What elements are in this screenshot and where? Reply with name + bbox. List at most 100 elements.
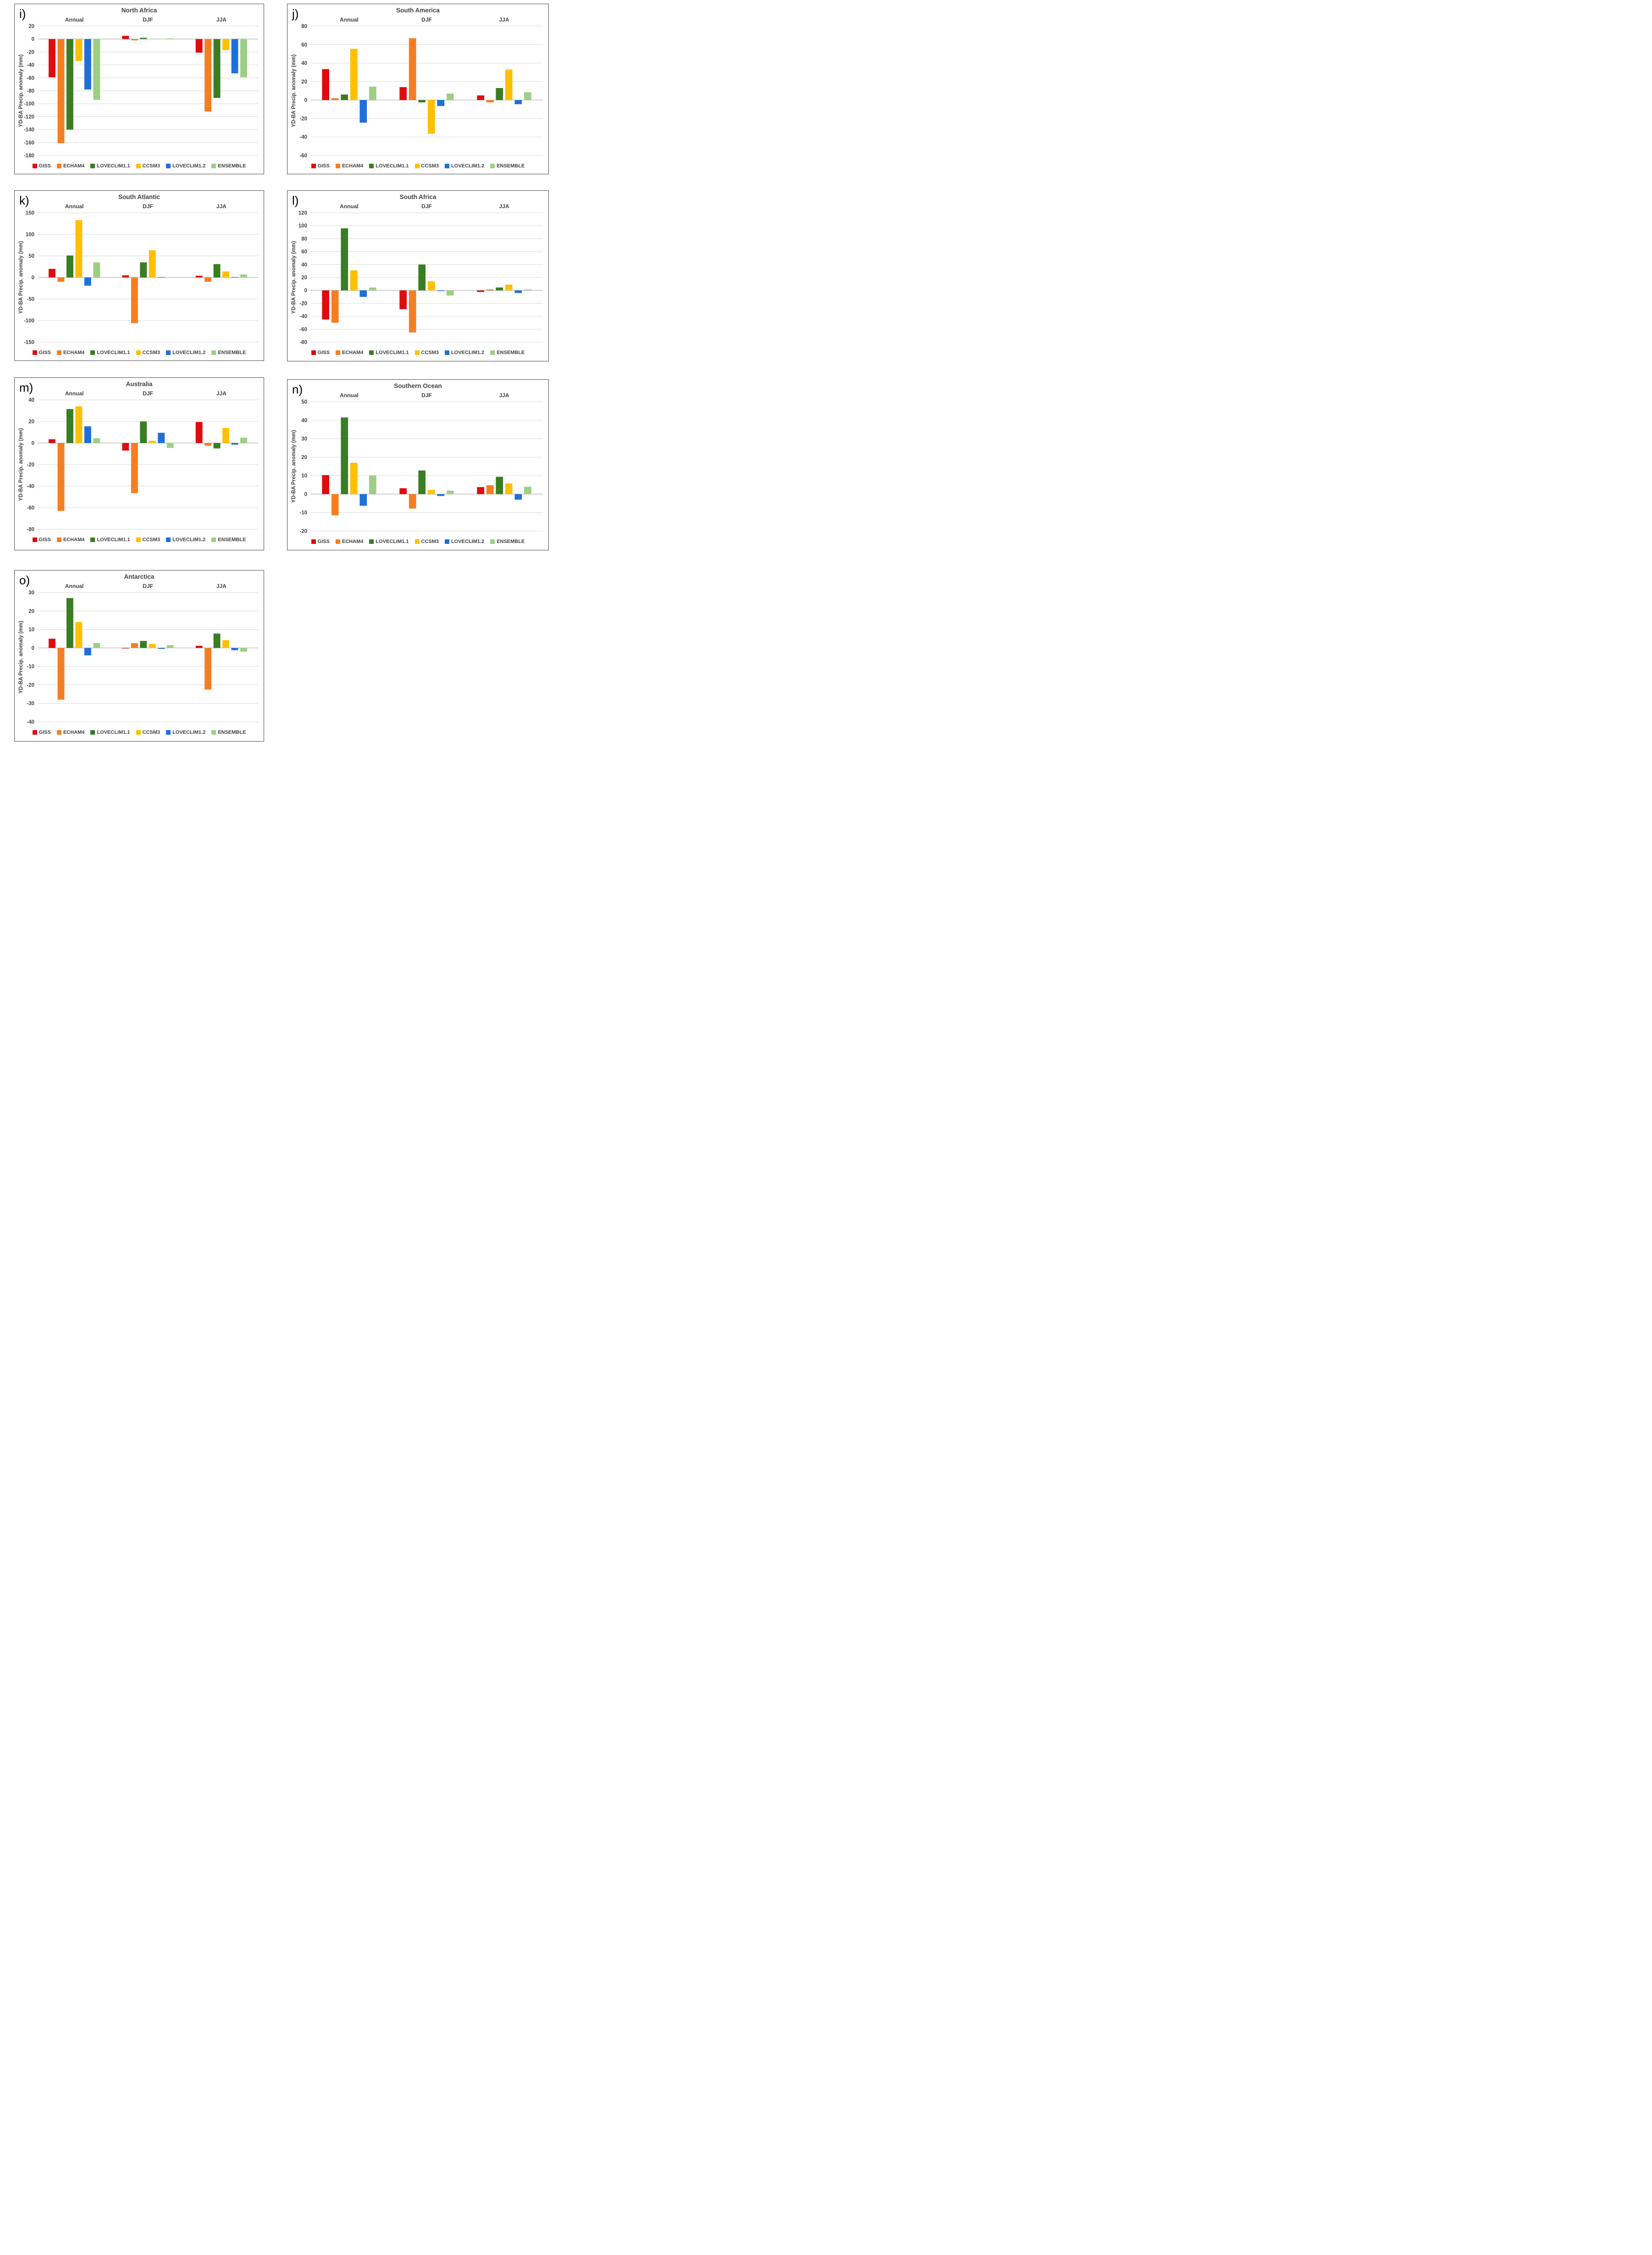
- bar-ensemble-annual: [93, 438, 100, 443]
- y-tick-label: 120: [298, 211, 307, 216]
- y-tick-label: 10: [301, 473, 307, 479]
- legend-item-loveclim1.2: LOVECLIM1.2: [445, 539, 484, 544]
- y-axis-label: YD-BA Precip. anomaly (mm): [291, 54, 297, 127]
- y-tick-label: 40: [301, 61, 307, 66]
- legend-item-loveclim1.1: LOVECLIM1.1: [90, 350, 130, 355]
- bar-echam4-djf: [409, 290, 416, 332]
- bar-echam4-djf: [131, 277, 138, 323]
- bar-loveclim1.1-djf: [418, 100, 426, 103]
- y-tick-label: 30: [301, 437, 307, 442]
- bar-ensemble-jja: [524, 487, 531, 494]
- panel-m-australia: m) Australia 40 20 0 -20 -40 -60 -80 YD-BA Precip…: [14, 377, 264, 550]
- bar-giss-annual: [49, 439, 55, 443]
- bar-ccsm3-jja: [222, 39, 229, 50]
- bar-loveclim1.1-jja: [496, 476, 503, 494]
- bar-loveclim1.1-djf: [140, 262, 147, 277]
- legend-label: GISS: [317, 350, 330, 355]
- y-tick-label: -60: [27, 76, 34, 81]
- legend-swatch-icon: [90, 164, 95, 168]
- legend-swatch-icon: [136, 537, 141, 542]
- legend-label: LOVECLIM1.1: [97, 163, 130, 169]
- legend-label: CCSM3: [421, 163, 439, 169]
- panel-title: Southern Ocean: [394, 382, 442, 389]
- legend-label: ECHAM4: [63, 350, 85, 355]
- legend-swatch-icon: [369, 350, 374, 355]
- y-tick-label: -50: [27, 297, 34, 302]
- legend-label: CCSM3: [142, 350, 160, 355]
- panel-letter: l): [292, 194, 299, 207]
- legend-label: ECHAM4: [342, 539, 364, 544]
- legend-item-loveclim1.1: LOVECLIM1.1: [90, 730, 130, 735]
- legend-item-giss: GISS: [32, 537, 51, 543]
- legend-item-ensemble: ENSEMBLE: [211, 163, 246, 169]
- bar-echam4-jja: [486, 485, 494, 494]
- y-axis-label: YD-BA Precip. anomaly (mm): [291, 430, 297, 503]
- legend-swatch-icon: [136, 164, 141, 168]
- bar-giss-jja: [195, 422, 203, 443]
- legend-swatch-icon: [369, 164, 374, 168]
- y-tick-label: 30: [28, 590, 34, 596]
- group-label-djf: DJF: [421, 392, 432, 399]
- panel-letter: n): [292, 382, 303, 396]
- legend-label: LOVECLIM1.2: [172, 350, 206, 355]
- legend-swatch-icon: [136, 730, 141, 735]
- bar-echam4-djf: [409, 494, 416, 509]
- legend-item-ensemble: ENSEMBLE: [211, 537, 246, 543]
- bar-echam4-annual: [57, 648, 65, 700]
- legend-label: LOVECLIM1.1: [376, 539, 409, 544]
- legend-label: GISS: [317, 163, 330, 169]
- bar-loveclim1.1-annual: [66, 255, 73, 277]
- y-tick-label: -40: [299, 314, 307, 320]
- bar-loveclim1.2-djf: [437, 494, 445, 496]
- bar-chart-l: 120 100 80 60 40 20 0 -20 -40 -60 -80 YD-BA Precip.…: [291, 203, 543, 345]
- legend-label: CCSM3: [421, 539, 439, 544]
- legend-item-ccsm3: CCSM3: [136, 537, 160, 543]
- bar-loveclim1.1-annual: [66, 39, 73, 130]
- y-tick-label: 50: [28, 254, 34, 259]
- panel-letter: o): [19, 573, 30, 587]
- legend-item-giss: GISS: [311, 350, 330, 355]
- legend-item-echam4: ECHAM4: [335, 539, 364, 544]
- bar-echam4-annual: [57, 443, 65, 511]
- legend-swatch-icon: [311, 539, 316, 544]
- legend-label: LOVECLIM1.1: [97, 537, 130, 543]
- bar-loveclim1.1-djf: [140, 641, 147, 648]
- y-tick-label: -140: [24, 127, 34, 133]
- bar-ccsm3-jja: [505, 284, 513, 291]
- legend-item-echam4: ECHAM4: [335, 163, 363, 169]
- legend: GISS ECHAM4 LOVECLIM1.1 CCSM3 LOVECLIM1.2 ENS…: [290, 347, 546, 359]
- legend-label: ECHAM4: [342, 350, 364, 355]
- legend-swatch-icon: [32, 730, 37, 735]
- bar-ccsm3-djf: [427, 281, 435, 291]
- bar-loveclim1.2-djf: [437, 290, 445, 291]
- legend-label: LOVECLIM1.2: [172, 163, 206, 169]
- bar-ccsm3-jja: [222, 640, 229, 648]
- bar-giss-djf: [399, 87, 407, 100]
- y-tick-label: -20: [299, 116, 307, 122]
- bar-loveclim1.1-annual: [66, 598, 73, 648]
- legend-label: ECHAM4: [63, 730, 85, 735]
- bar-loveclim1.1-annual: [341, 94, 348, 100]
- bar-echam4-annual: [331, 98, 339, 100]
- legend-label: CCSM3: [142, 537, 160, 543]
- legend: GISS ECHAM4 LOVECLIM1.1 CCSM3 LOVECLIM1.2 ENS…: [17, 160, 261, 172]
- bar-loveclim1.2-jja: [231, 39, 238, 73]
- bar-loveclim1.1-jja: [496, 88, 503, 100]
- panel-letter: j): [292, 7, 299, 21]
- legend-item-echam4: ECHAM4: [335, 350, 364, 355]
- y-tick-label: -10: [27, 664, 34, 670]
- panel-letter: k): [19, 194, 29, 207]
- y-tick-label: 40: [28, 398, 34, 403]
- legend-swatch-icon: [136, 350, 141, 355]
- y-tick-label: -40: [27, 720, 34, 725]
- legend-item-echam4: ECHAM4: [56, 730, 85, 735]
- legend-swatch-icon: [414, 164, 420, 168]
- y-tick-label: 20: [301, 79, 307, 85]
- y-tick-label: 100: [26, 232, 34, 238]
- bar-loveclim1.2-djf: [158, 648, 165, 649]
- bar-chart-j: 80 60 40 20 0 -20 -40 -60 YD-BA Precip. anomaly …: [291, 17, 543, 159]
- legend-label: ENSEMBLE: [218, 163, 246, 169]
- legend-label: LOVECLIM1.1: [97, 730, 130, 735]
- legend-label: ECHAM4: [63, 537, 85, 543]
- panel-i-north-africa: i) North Africa 20 0 -20 -40 -60 -80 -100 -120 -14…: [14, 4, 264, 174]
